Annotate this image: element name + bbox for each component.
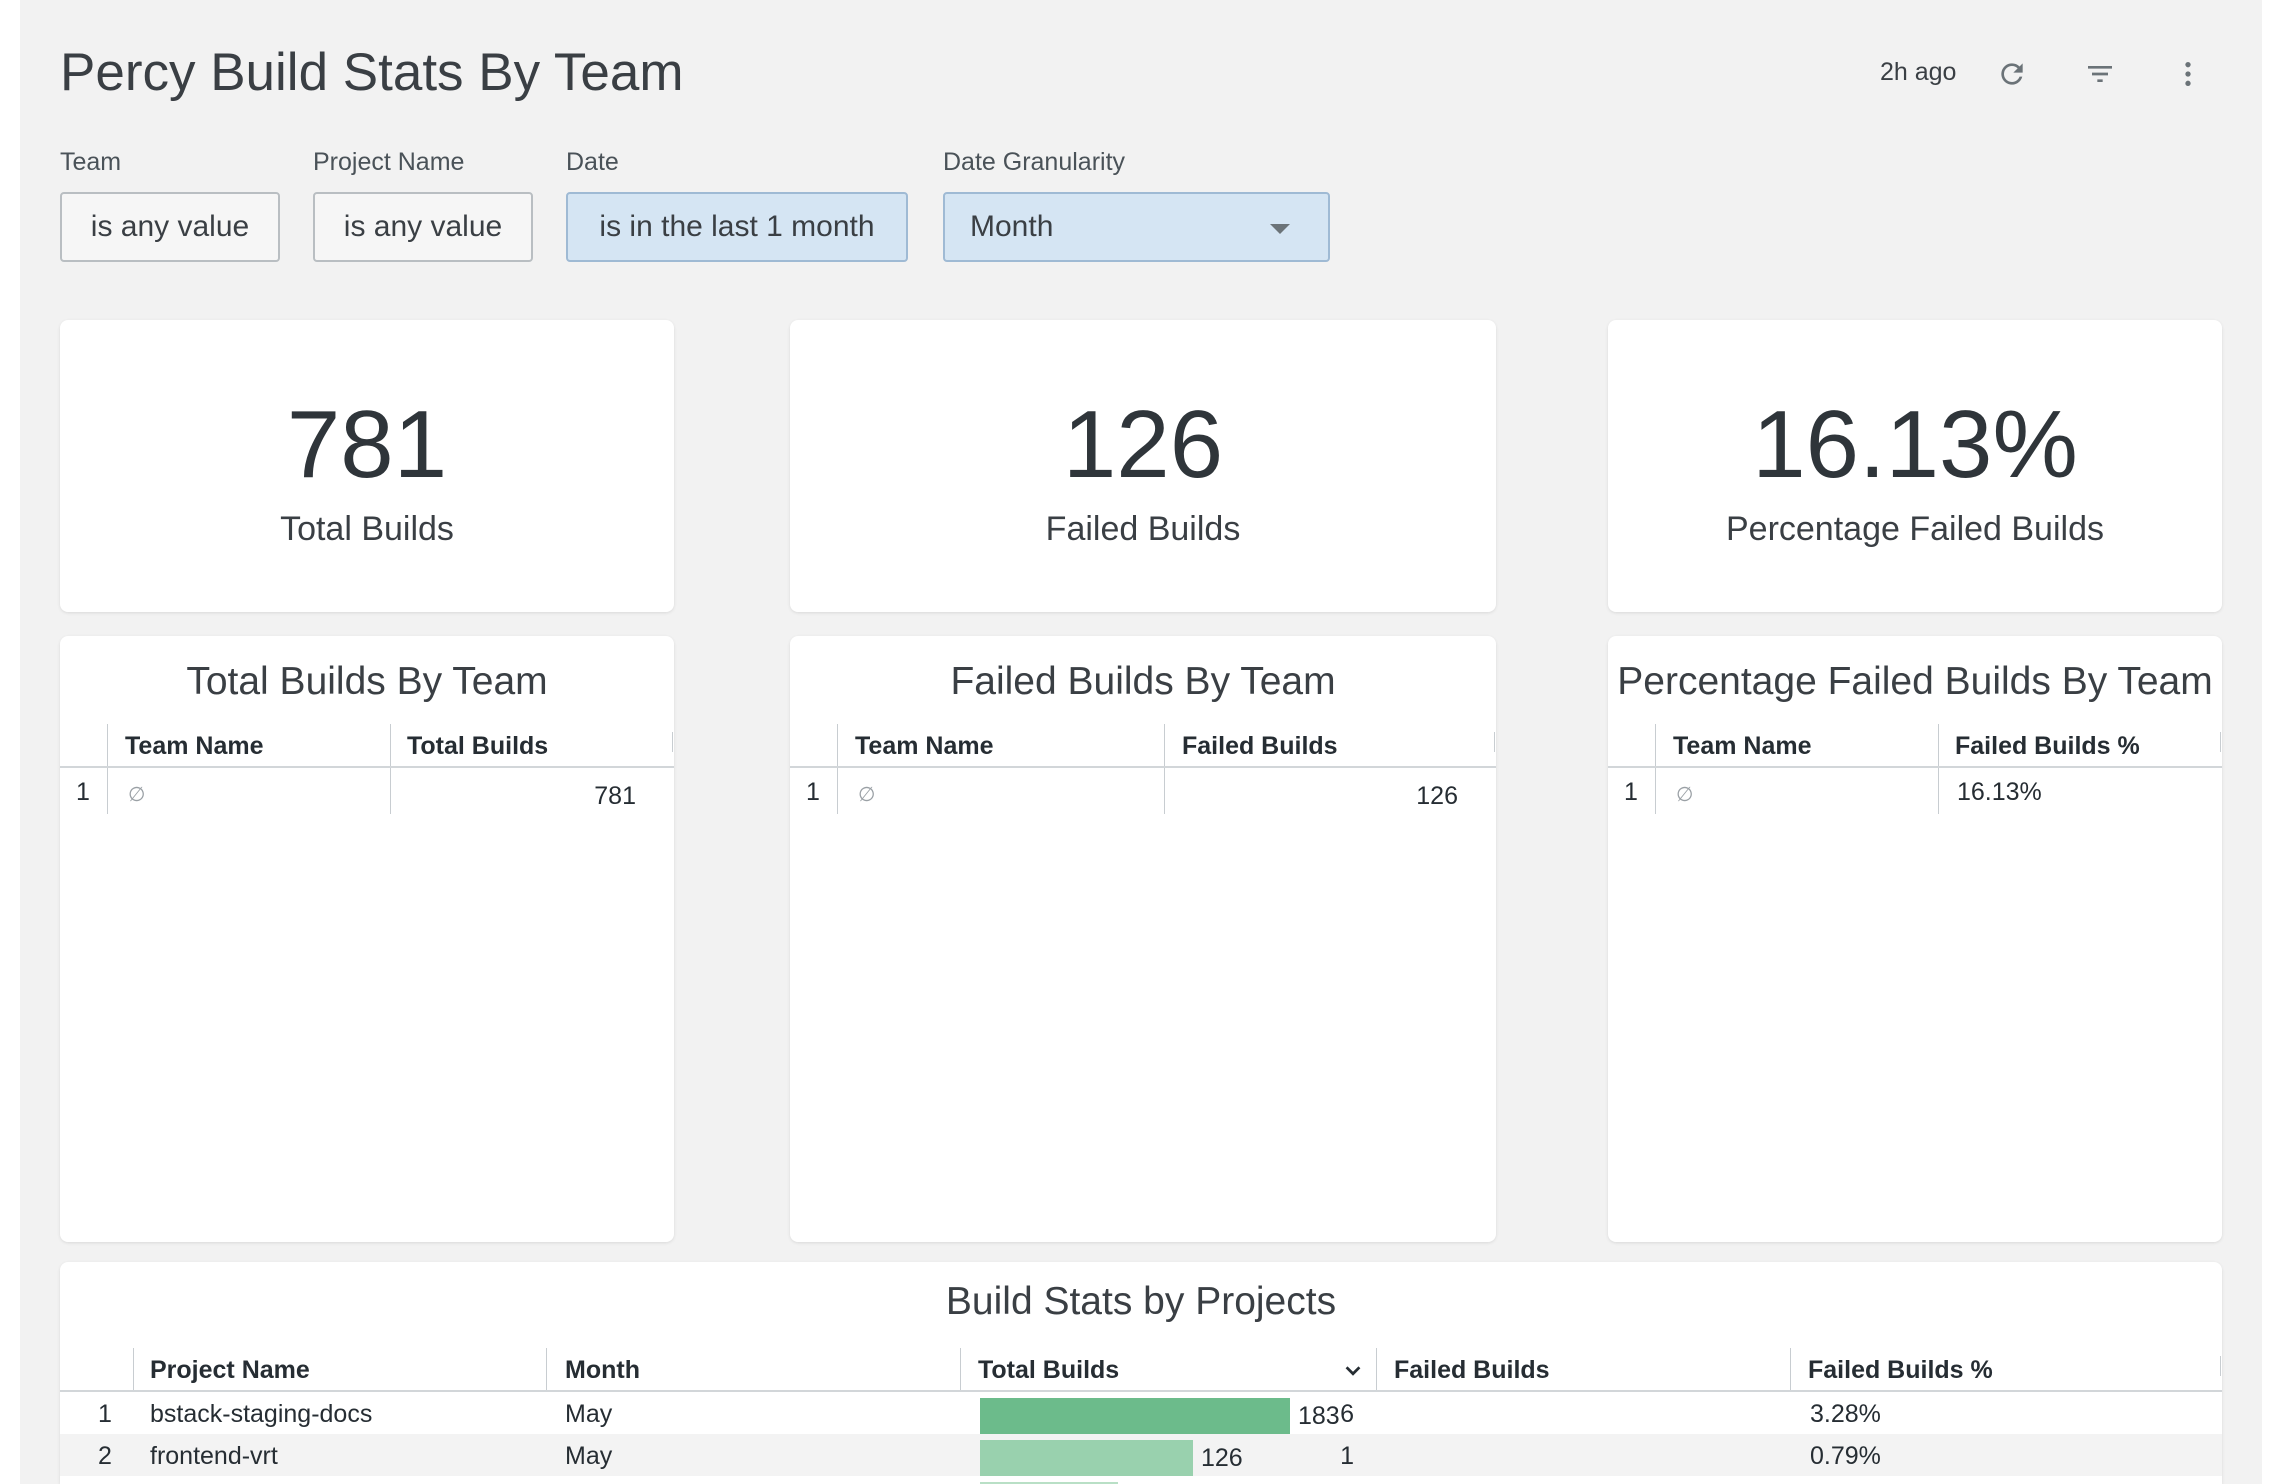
kpi-label: Percentage Failed Builds [1725,510,2104,548]
column-header-failed-builds-pct[interactable]: Failed Builds % [1808,1356,1993,1384]
column-divider [2220,732,2221,752]
chevron-down-icon[interactable] [1342,1360,1364,1387]
last-updated-text: 2h ago [1880,58,1957,86]
tile-title: Percentage Failed Builds By Team [1617,660,2213,703]
filter-team[interactable]: is any value [60,192,280,262]
column-divider [107,724,108,814]
column-divider [672,732,673,752]
column-header[interactable]: Failed Builds [1182,732,1338,760]
table-row [60,1476,2222,1484]
header-divider [790,766,1496,768]
failed-builds-cell: 1 [1340,1442,1354,1470]
more-vertical-icon[interactable] [2166,52,2210,96]
row-index: 1 [806,778,820,806]
row-index: 1 [1624,778,1638,806]
table-cell-value: 781 [594,782,636,810]
tile-title: Failed Builds By Team [950,660,1336,703]
filter-label-team: Team [60,148,122,176]
column-divider [1494,732,1495,752]
filter-date-granularity[interactable]: Month [943,192,1330,262]
month-cell: May [565,1442,613,1470]
filter-project-name[interactable]: is any value [313,192,533,262]
null-value: ∅ [128,784,146,806]
row-index: 2 [98,1442,112,1470]
kpi-failed-builds: 126 Failed Builds [790,320,1496,612]
kpi-value: 781 [286,391,448,498]
header-divider [60,1390,2222,1392]
table-percentage-failed-builds-by-team: Percentage Failed Builds By Team Team Na… [1608,636,2222,1242]
column-divider [1164,724,1165,814]
kpi-total-builds: 781 Total Builds [60,320,674,612]
kpi-value: 16.13% [1752,391,2078,498]
table-cell-value: 126 [1416,782,1458,810]
column-divider [1938,724,1939,814]
table-build-stats-by-projects: Build Stats by Projects Project Name Mon… [60,1262,2222,1484]
filter-label-project-name: Project Name [313,148,465,176]
column-header[interactable]: Team Name [855,732,994,760]
failed-builds-pct-cell: 0.79% [1810,1442,1881,1470]
tile-title: Build Stats by Projects [945,1280,1337,1323]
refresh-icon[interactable] [1990,52,2034,96]
row-index: 1 [76,778,90,806]
filter-date[interactable]: is in the last 1 month [566,192,908,262]
column-divider [2220,1356,2221,1376]
column-header-project-name[interactable]: Project Name [150,1356,310,1384]
kpi-percentage-failed-builds: 16.13% Percentage Failed Builds [1608,320,2222,612]
project-name-cell: frontend-vrt [150,1442,278,1470]
project-name-cell: bstack-staging-docs [150,1400,373,1428]
total-builds-value: 126 [1201,1444,1243,1472]
column-header-total-builds[interactable]: Total Builds [978,1356,1120,1384]
table-cell-value: 16.13% [1957,778,2042,806]
column-divider [390,724,391,814]
column-header-failed-builds[interactable]: Failed Builds [1394,1356,1550,1384]
column-header[interactable]: Failed Builds % [1955,732,2140,760]
dashboard: Percy Build Stats By Team 2h ago Team is… [20,0,2262,1484]
kpi-label: Failed Builds [1045,510,1241,548]
column-header[interactable]: Total Builds [407,732,549,760]
column-divider [1655,724,1656,814]
failed-builds-cell: 6 [1340,1400,1354,1428]
header-divider [60,766,674,768]
table-failed-builds-by-team: Failed Builds By Team Team Name Failed B… [790,636,1496,1242]
total-builds-bar [980,1440,1193,1476]
column-header[interactable]: Team Name [1673,732,1812,760]
table-total-builds-by-team: Total Builds By Team Team Name Total Bui… [60,636,674,1242]
row-index: 1 [98,1400,112,1428]
column-header[interactable]: Team Name [125,732,264,760]
filter-label-date-granularity: Date Granularity [943,148,1126,176]
filter-label-date: Date [566,148,619,176]
null-value: ∅ [1676,784,1694,806]
dashboard-title: Percy Build Stats By Team [60,43,684,102]
total-builds-value: 183 [1298,1402,1340,1430]
total-builds-bar [980,1398,1290,1434]
tile-title: Total Builds By Team [186,660,548,703]
null-value: ∅ [858,784,876,806]
failed-builds-pct-cell: 3.28% [1810,1400,1881,1428]
month-cell: May [565,1400,613,1428]
date-granularity-value: Month [970,210,1054,243]
filter-icon[interactable] [2078,52,2122,96]
total-builds-bar [980,1482,1118,1484]
column-divider [837,724,838,814]
column-header-month[interactable]: Month [565,1356,640,1384]
chevron-down-icon [1270,224,1290,234]
kpi-label: Total Builds [280,510,454,548]
kpi-value: 126 [1062,391,1224,498]
header-divider [1608,766,2222,768]
